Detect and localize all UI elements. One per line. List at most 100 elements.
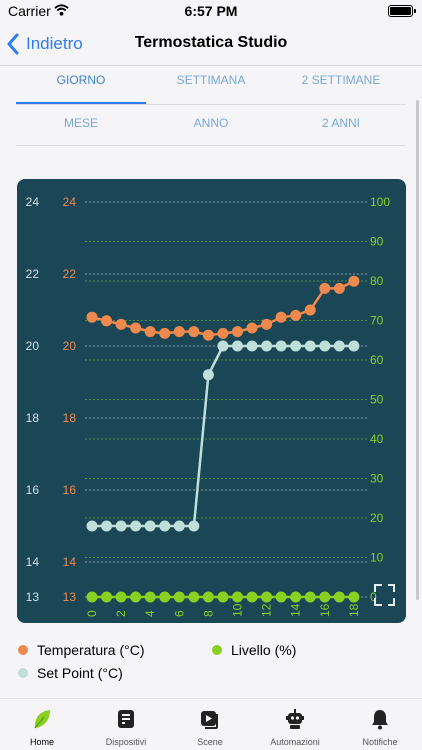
legend-set-point[interactable]: Set Point (°C) [18, 665, 123, 681]
tab-giorno[interactable]: GIORNO [16, 67, 146, 104]
y-axis-temp-label: 18 [63, 411, 77, 425]
x-axis-label: 16 [318, 603, 332, 617]
data-point [188, 520, 200, 532]
y-axis-left-label: 16 [26, 483, 40, 497]
data-point [261, 591, 273, 603]
y-axis-right-label: 20 [370, 511, 384, 525]
y-axis-right-label: 80 [370, 274, 384, 288]
data-point [86, 520, 98, 532]
x-axis-label: 6 [172, 610, 186, 617]
data-point [101, 315, 113, 327]
data-point [246, 322, 258, 334]
y-axis-temp-label: 22 [63, 267, 77, 281]
data-point [275, 340, 287, 352]
legend-set-point-label: Set Point (°C) [37, 665, 123, 681]
tab-2-anni[interactable]: 2 ANNI [321, 116, 360, 130]
data-point [202, 329, 214, 341]
series-line-1 [92, 344, 354, 528]
data-point [333, 282, 345, 294]
tab-home-label: Home [29, 737, 54, 747]
data-point [130, 591, 142, 603]
data-point [101, 520, 113, 532]
x-axis-label: 10 [231, 603, 245, 617]
y-axis-right-label: 100 [370, 195, 390, 209]
data-point [319, 340, 331, 352]
x-axis-label: 18 [347, 603, 361, 617]
data-point [130, 520, 142, 532]
data-point [290, 340, 302, 352]
period-tabs-row-2: MESE ANNO 2 ANNI [16, 106, 406, 146]
data-point [246, 591, 258, 603]
data-point [261, 340, 273, 352]
data-point [304, 304, 316, 316]
y-axis-right-label: 0 [370, 590, 377, 604]
data-point [202, 591, 214, 603]
data-point [333, 591, 345, 603]
data-point [304, 340, 316, 352]
tab-bar: Home Dispositivi Scene Automazioni [0, 698, 422, 750]
x-axis-label: 14 [289, 603, 303, 617]
tab-anno[interactable]: ANNO [193, 116, 229, 130]
data-point [86, 591, 98, 603]
x-axis-label: 8 [201, 610, 215, 617]
robot-icon [286, 709, 304, 729]
legend-level[interactable]: Livello (%) [212, 642, 296, 658]
tab-mese[interactable]: MESE [63, 116, 98, 130]
legend-temperature[interactable]: Temperatura (°C) [18, 642, 145, 658]
y-axis-left-label: 18 [26, 411, 40, 425]
data-point [115, 318, 127, 330]
data-point [217, 340, 229, 352]
tab-automazioni[interactable]: Automazioni [253, 699, 337, 750]
data-point [202, 369, 214, 381]
fullscreen-icon[interactable] [374, 584, 395, 606]
tab-scene-label: Scene [197, 737, 223, 747]
tab-2-settimane[interactable]: 2 SETTIMANE [301, 73, 381, 87]
data-point [319, 591, 331, 603]
back-button[interactable]: Indietro [6, 30, 83, 58]
data-point [217, 327, 229, 339]
data-point [188, 326, 200, 338]
data-point [333, 340, 345, 352]
data-point [232, 591, 243, 603]
data-point [86, 311, 98, 323]
navigation-bar: Indietro Termostatica Studio [0, 22, 422, 66]
y-axis-temp-label: 20 [63, 339, 77, 353]
clock: 6:57 PM [184, 3, 238, 19]
device-icon [118, 710, 134, 728]
tab-scene[interactable]: Scene [168, 699, 252, 750]
data-point [101, 591, 113, 603]
x-axis-label: 12 [260, 603, 274, 617]
leaf-icon [34, 710, 50, 729]
data-point [304, 591, 316, 603]
tab-notifiche[interactable]: Notifiche [338, 699, 422, 750]
scrollbar[interactable] [416, 100, 419, 600]
y-axis-temp-label: 14 [63, 555, 77, 569]
y-axis-temp-label: 16 [63, 483, 77, 497]
chevron-left-icon [7, 33, 19, 55]
data-point [232, 340, 243, 352]
chart-card: 24 22 20 18 16 14 13 24 22 20 18 16 14 13 100 90 80 70 60 5… [17, 179, 406, 623]
tab-notifiche-label: Notifiche [362, 737, 398, 747]
data-point [173, 520, 185, 532]
legend-temperature-swatch [18, 645, 28, 655]
data-point [217, 591, 229, 603]
data-point [144, 591, 156, 603]
data-point [144, 326, 156, 338]
period-tabs-row-1: GIORNO SETTIMANA 2 SETTIMANE [16, 67, 406, 105]
data-point [115, 591, 127, 603]
tab-settimana[interactable]: SETTIMANA [176, 73, 246, 87]
data-point [290, 591, 302, 603]
y-axis-right-label: 60 [370, 353, 384, 367]
y-axis-temp-label: 24 [63, 195, 77, 209]
y-axis-right-label: 70 [370, 314, 384, 328]
data-point [144, 520, 156, 532]
data-point [173, 591, 185, 603]
legend-level-label: Livello (%) [231, 642, 297, 658]
y-axis-right-label: 50 [370, 393, 384, 407]
tab-dispositivi[interactable]: Dispositivi [84, 699, 168, 750]
tab-home[interactable]: Home [0, 699, 84, 750]
data-point [348, 275, 360, 287]
data-point [348, 340, 360, 352]
y-axis-left-label: 14 [26, 555, 40, 569]
legend-temperature-label: Temperatura (°C) [37, 642, 145, 658]
